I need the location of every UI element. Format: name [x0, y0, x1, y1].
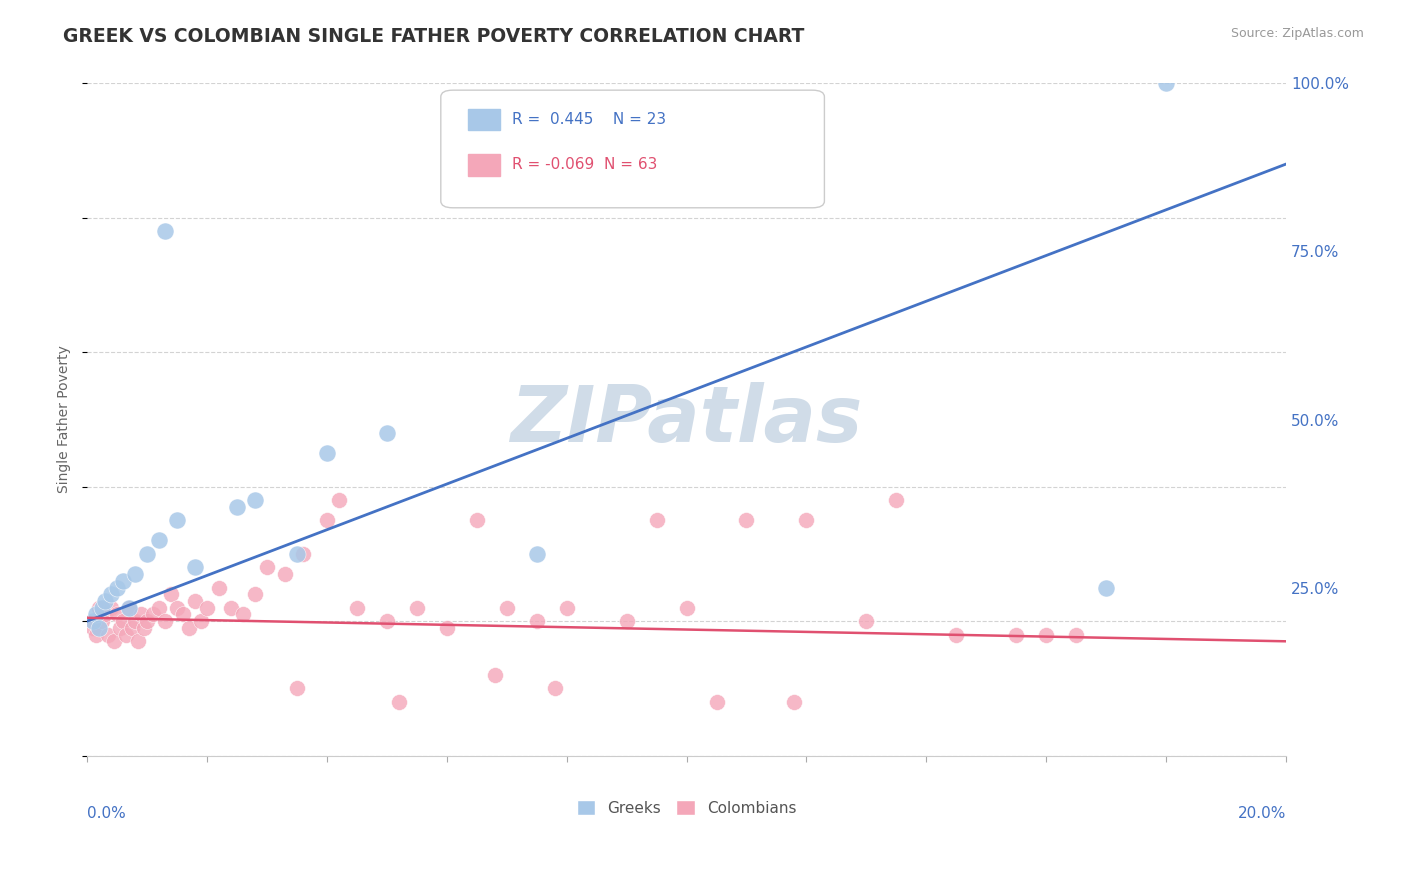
Point — [91, 600, 114, 615]
Point — [124, 567, 146, 582]
Point — [1005, 627, 1028, 641]
Point — [84, 607, 107, 622]
Point — [285, 681, 308, 696]
Point — [208, 581, 231, 595]
Point — [375, 425, 398, 440]
Point — [129, 607, 152, 622]
Point — [103, 634, 125, 648]
Point — [388, 695, 411, 709]
Point — [1035, 627, 1057, 641]
Point — [783, 695, 806, 709]
Point — [118, 600, 141, 615]
Point — [166, 600, 188, 615]
Point — [256, 560, 278, 574]
Point — [177, 621, 200, 635]
Point — [108, 621, 131, 635]
Point — [148, 600, 170, 615]
Point — [316, 446, 339, 460]
Point — [436, 621, 458, 635]
Y-axis label: Single Father Poverty: Single Father Poverty — [58, 345, 72, 493]
FancyBboxPatch shape — [441, 90, 824, 208]
Point — [1064, 627, 1087, 641]
Point — [346, 600, 368, 615]
Point — [132, 621, 155, 635]
Point — [112, 574, 135, 588]
Point — [285, 547, 308, 561]
Point — [405, 600, 427, 615]
Point — [118, 600, 141, 615]
Point — [232, 607, 254, 622]
Point — [796, 513, 818, 527]
Text: GREEK VS COLOMBIAN SINGLE FATHER POVERTY CORRELATION CHART: GREEK VS COLOMBIAN SINGLE FATHER POVERTY… — [63, 27, 804, 45]
Point — [1095, 581, 1118, 595]
Point — [226, 500, 249, 514]
Point — [184, 560, 207, 574]
Point — [190, 614, 212, 628]
FancyBboxPatch shape — [468, 153, 499, 176]
Point — [495, 600, 517, 615]
Point — [148, 533, 170, 548]
Text: Source: ZipAtlas.com: Source: ZipAtlas.com — [1230, 27, 1364, 40]
Text: 0.0%: 0.0% — [87, 806, 127, 821]
Point — [94, 594, 117, 608]
Point — [153, 224, 176, 238]
Point — [94, 607, 117, 622]
Point — [945, 627, 967, 641]
Point — [243, 493, 266, 508]
Point — [328, 493, 350, 508]
Text: R =  0.445    N = 23: R = 0.445 N = 23 — [512, 112, 665, 127]
Point — [136, 614, 159, 628]
Point — [84, 627, 107, 641]
Point — [82, 614, 104, 628]
Point — [316, 513, 339, 527]
Point — [160, 587, 183, 601]
Point — [166, 513, 188, 527]
Text: ZIPatlas: ZIPatlas — [510, 382, 863, 458]
FancyBboxPatch shape — [468, 109, 499, 130]
Point — [89, 600, 111, 615]
Point — [484, 668, 506, 682]
Point — [184, 594, 207, 608]
Point — [645, 513, 668, 527]
Point — [219, 600, 242, 615]
Point — [82, 621, 104, 635]
Point — [100, 587, 122, 601]
Point — [1154, 77, 1177, 91]
Point — [97, 627, 120, 641]
Point — [706, 695, 728, 709]
Point — [675, 600, 697, 615]
Point — [153, 614, 176, 628]
Point — [243, 587, 266, 601]
Point — [115, 627, 138, 641]
Point — [172, 607, 194, 622]
Point — [100, 600, 122, 615]
Point — [112, 614, 135, 628]
Point — [105, 607, 128, 622]
Point — [121, 621, 143, 635]
Point — [105, 581, 128, 595]
Text: R = -0.069  N = 63: R = -0.069 N = 63 — [512, 157, 657, 172]
Point — [544, 681, 567, 696]
Point — [735, 513, 758, 527]
Point — [195, 600, 218, 615]
Point — [886, 493, 908, 508]
Point — [91, 614, 114, 628]
Point — [142, 607, 165, 622]
Point — [526, 614, 548, 628]
Point — [89, 621, 111, 635]
Point — [124, 614, 146, 628]
Point — [274, 567, 297, 582]
Point — [855, 614, 877, 628]
Point — [291, 547, 314, 561]
Point — [375, 614, 398, 628]
Legend: Greeks, Colombians: Greeks, Colombians — [571, 794, 803, 822]
Point — [465, 513, 488, 527]
Point — [127, 634, 149, 648]
Point — [526, 547, 548, 561]
Point — [555, 600, 578, 615]
Point — [136, 547, 159, 561]
Point — [616, 614, 638, 628]
Text: 20.0%: 20.0% — [1237, 806, 1286, 821]
